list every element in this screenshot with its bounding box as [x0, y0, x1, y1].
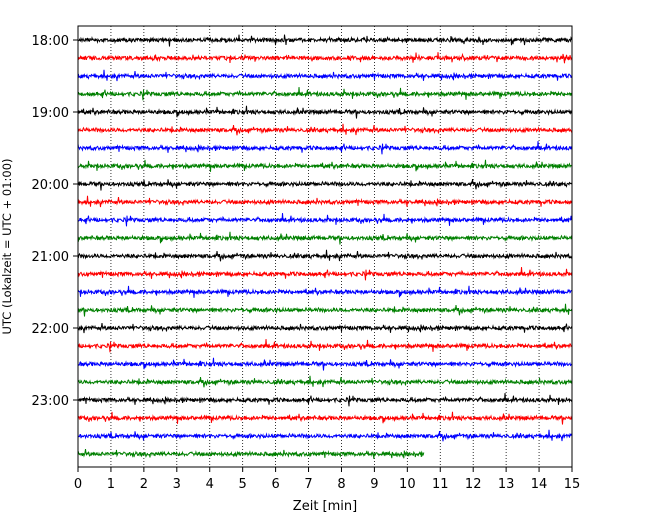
trace-18:30 — [77, 69, 573, 82]
trace-21:15 — [77, 267, 573, 281]
x-axis-label: Zeit [min] — [293, 499, 357, 514]
trace-21:30 — [77, 285, 573, 298]
trace-23:30 — [77, 429, 573, 442]
trace-23:45 — [77, 448, 425, 459]
x-tick-label: 9 — [370, 477, 378, 492]
x-tick-label: 15 — [564, 477, 581, 492]
y-tick-label: 20:00 — [32, 178, 69, 193]
y-tick-label: 23:00 — [32, 394, 69, 409]
x-tick-label: 4 — [206, 477, 214, 492]
x-tick-label: 1 — [107, 477, 115, 492]
x-tick-label: 10 — [399, 477, 416, 492]
trace-21:45 — [77, 303, 573, 317]
trace-23:00 — [77, 393, 573, 407]
plot-frame — [77, 25, 573, 468]
traces — [77, 34, 573, 459]
x-axis: 0 1 2 3 4 5 6 7 8 9 10 11 12 13 14 15 — [74, 467, 580, 492]
trace-18:45 — [77, 87, 573, 101]
x-tick-label: 0 — [74, 477, 82, 492]
trace-18:15 — [77, 52, 573, 64]
trace-19:30 — [77, 141, 573, 155]
x-tick-label: 8 — [337, 477, 345, 492]
y-axis: 18:00 19:00 20:00 21:00 22:00 23:00 — [32, 34, 78, 409]
trace-22:00 — [77, 322, 573, 334]
trace-19:15 — [77, 123, 573, 136]
x-tick-label: 13 — [498, 477, 515, 492]
trace-20:45 — [77, 231, 573, 245]
y-tick-label: 21:00 — [32, 250, 69, 265]
trace-18:00 — [77, 34, 573, 47]
x-tick-label: 7 — [304, 477, 312, 492]
x-tick-label: 3 — [173, 477, 181, 492]
trace-21:00 — [77, 249, 573, 262]
x-tick-label: 12 — [465, 477, 482, 492]
x-tick-label: 5 — [239, 477, 247, 492]
trace-22:45 — [77, 375, 573, 388]
trace-22:15 — [77, 339, 573, 353]
y-axis-label: UTC (Lokalzeit = UTC + 01:00) — [0, 158, 14, 334]
x-tick-label: 2 — [140, 477, 148, 492]
trace-20:00 — [77, 178, 573, 191]
y-tick-label: 18:00 — [32, 34, 69, 49]
x-tick-label: 6 — [271, 477, 279, 492]
trace-23:15 — [77, 411, 573, 425]
y-tick-label: 19:00 — [32, 106, 69, 121]
x-tick-label: 14 — [531, 477, 548, 492]
trace-22:30 — [77, 357, 573, 371]
trace-20:30 — [77, 213, 573, 227]
trace-19:00 — [77, 105, 573, 119]
trace-20:15 — [77, 195, 573, 208]
y-tick-label: 22:00 — [32, 322, 69, 337]
trace-19:45 — [77, 159, 573, 172]
x-tick-label: 11 — [432, 477, 449, 492]
